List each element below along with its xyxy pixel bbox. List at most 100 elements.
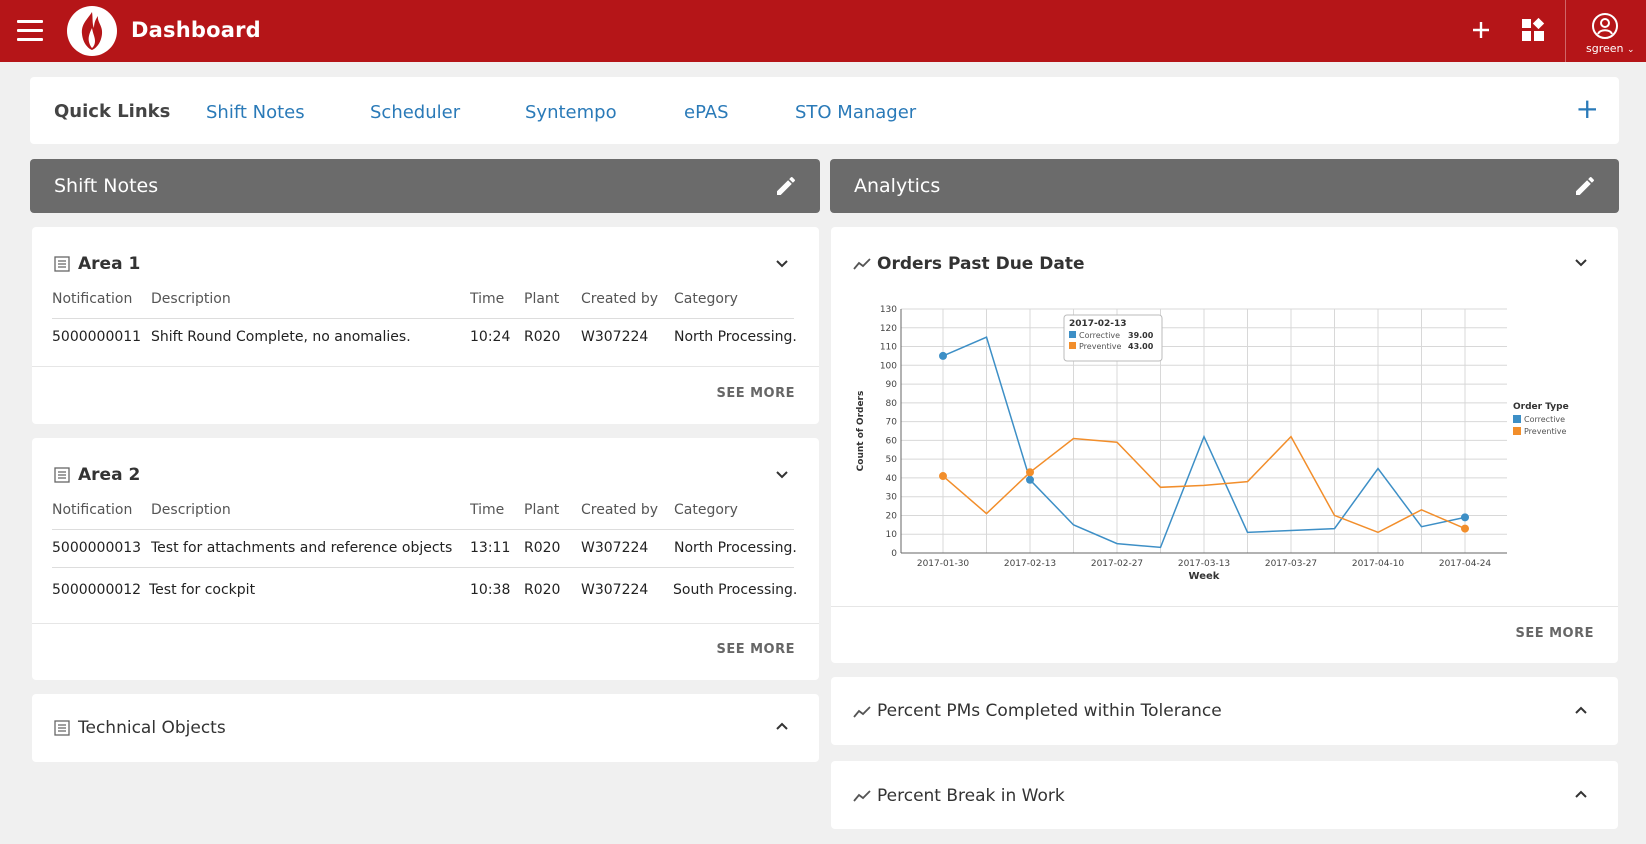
- area-1-title: Area 1: [78, 254, 141, 274]
- area-2-see-more-button[interactable]: SEE MORE: [716, 642, 795, 657]
- tooltip-value: 43.00: [1128, 342, 1154, 351]
- data-point-corrective: [1026, 475, 1034, 484]
- list-icon: [54, 720, 70, 736]
- y-tick-label: 100: [880, 361, 897, 371]
- percent-pms-card[interactable]: Percent PMs Completed within Tolerance: [831, 677, 1618, 745]
- cell-plant: R020: [524, 329, 561, 345]
- chevron-up-icon[interactable]: [773, 718, 791, 736]
- orders-past-due-card: Orders Past Due Date 0 10 20 30 40 50 60 70 80 90…: [831, 227, 1618, 663]
- user-name: sgreen: [1586, 42, 1624, 55]
- quick-links-title: Quick Links: [54, 101, 171, 122]
- cell-category: North Processing...: [674, 329, 798, 345]
- cell-time: 13:11: [470, 540, 511, 556]
- shift-notes-title: Shift Notes: [54, 175, 159, 197]
- y-tick-label: 80: [886, 399, 898, 409]
- legend-title: Order Type: [1513, 402, 1569, 412]
- user-menu[interactable]: sgreen ⌄: [1586, 42, 1635, 55]
- y-tick-label: 50: [886, 455, 898, 465]
- quick-link-scheduler[interactable]: Scheduler: [370, 102, 461, 123]
- table-row[interactable]: 5000000012 Test for cockpit 10:38 R020 W…: [52, 568, 798, 614]
- orders-see-more-button[interactable]: SEE MORE: [1515, 626, 1594, 641]
- quick-link-sto-manager[interactable]: STO Manager: [795, 102, 917, 123]
- cell-description: Test for cockpit: [149, 582, 256, 598]
- x-tick-label: 2017-04-10: [1352, 559, 1405, 569]
- cell-plant: R020: [524, 540, 561, 556]
- legend-label-preventive: Preventive: [1524, 427, 1567, 436]
- percent-break-title: Percent Break in Work: [877, 786, 1065, 806]
- y-tick-label: 120: [880, 324, 897, 334]
- quick-link-shift-notes[interactable]: Shift Notes: [206, 102, 305, 123]
- menu-icon[interactable]: [17, 20, 43, 42]
- quick-link-epas[interactable]: ePAS: [684, 102, 729, 123]
- quick-links-bar: Quick Links Shift Notes Scheduler Syntem…: [30, 77, 1619, 144]
- tooltip-swatch: [1069, 331, 1076, 338]
- technical-objects-card[interactable]: Technical Objects: [32, 694, 819, 762]
- tooltip-series-name: Preventive: [1079, 342, 1122, 351]
- quick-link-syntempo[interactable]: Syntempo: [525, 102, 617, 123]
- chevron-down-icon: ⌄: [1627, 45, 1635, 55]
- x-tick-label: 2017-01-30: [917, 559, 970, 569]
- shift-notes-header: Shift Notes: [30, 159, 820, 213]
- col-description: Description: [151, 291, 231, 307]
- card-divider: [32, 623, 819, 624]
- cell-created-by: W307224: [581, 540, 649, 556]
- orders-past-due-title: Orders Past Due Date: [877, 254, 1085, 274]
- trend-line-icon: [853, 788, 871, 804]
- orders-line-chart: 0 10 20 30 40 50 60 70 80 90 100 110 120 130 2017-01-3…: [856, 305, 1569, 579]
- col-created-by: Created by: [581, 291, 659, 307]
- area-1-card: Area 1 Notification Description Time Pla…: [32, 227, 819, 424]
- y-tick-label: 30: [886, 493, 898, 503]
- area-1-table: Notification Description Time Plant Crea…: [52, 289, 798, 359]
- trend-line-icon: [853, 256, 871, 272]
- edit-pencil-icon[interactable]: [774, 174, 798, 198]
- user-avatar-icon[interactable]: [1590, 11, 1620, 41]
- cell-created-by: W307224: [581, 582, 649, 598]
- area-2-card: Area 2 Notification Description Time Pla…: [32, 438, 819, 680]
- chevron-up-icon[interactable]: [1572, 786, 1590, 804]
- y-axis-label: Count of Orders: [856, 391, 866, 472]
- tooltip-swatch: [1069, 342, 1076, 349]
- area-2-title: Area 2: [78, 465, 141, 485]
- col-time: Time: [470, 502, 505, 518]
- chevron-down-icon[interactable]: [773, 254, 791, 272]
- legend-swatch-corrective: [1513, 415, 1521, 423]
- col-time: Time: [470, 291, 505, 307]
- dashboard-tiles-icon[interactable]: [1519, 16, 1547, 44]
- add-quick-link-button[interactable]: +: [1575, 92, 1599, 125]
- topbar-divider: [1565, 0, 1566, 62]
- chevron-down-icon[interactable]: [773, 465, 791, 483]
- cell-description: Test for attachments and reference objec…: [151, 540, 453, 556]
- add-icon[interactable]: [1466, 15, 1496, 45]
- col-created-by: Created by: [581, 502, 659, 518]
- card-divider: [32, 366, 819, 367]
- table-row[interactable]: 5000000011 Shift Round Complete, no anom…: [52, 319, 798, 359]
- col-category: Category: [674, 291, 738, 307]
- cell-notification: 5000000011: [52, 329, 142, 345]
- data-point-corrective: [1461, 513, 1469, 522]
- cell-notification: 5000000012: [52, 582, 142, 598]
- card-divider: [831, 606, 1618, 607]
- table-row[interactable]: 5000000013 Test for attachments and refe…: [52, 530, 798, 568]
- cell-plant: R020: [524, 582, 561, 598]
- technical-objects-title: Technical Objects: [78, 718, 226, 738]
- chevron-down-icon[interactable]: [1572, 253, 1590, 271]
- area-1-see-more-button[interactable]: SEE MORE: [716, 386, 795, 401]
- top-bar: Dashboard sgreen ⌄: [0, 0, 1646, 62]
- y-tick-label: 20: [886, 511, 898, 521]
- cell-notification: 5000000013: [52, 540, 142, 556]
- percent-break-card[interactable]: Percent Break in Work: [831, 761, 1618, 829]
- y-tick-label: 0: [891, 549, 897, 559]
- data-point-preventive: [1461, 524, 1469, 533]
- analytics-header: Analytics: [830, 159, 1619, 213]
- y-tick-label: 40: [886, 474, 898, 484]
- chart-tooltip: [1063, 314, 1163, 362]
- edit-pencil-icon[interactable]: [1573, 174, 1597, 198]
- y-tick-label: 130: [880, 305, 897, 315]
- data-point-preventive: [1026, 468, 1034, 477]
- app-title: Dashboard: [131, 18, 261, 42]
- data-point-corrective: [939, 351, 947, 360]
- cell-created-by: W307224: [581, 329, 649, 345]
- list-icon: [54, 256, 70, 272]
- chevron-up-icon[interactable]: [1572, 702, 1590, 720]
- cell-category: North Processing...: [674, 540, 798, 556]
